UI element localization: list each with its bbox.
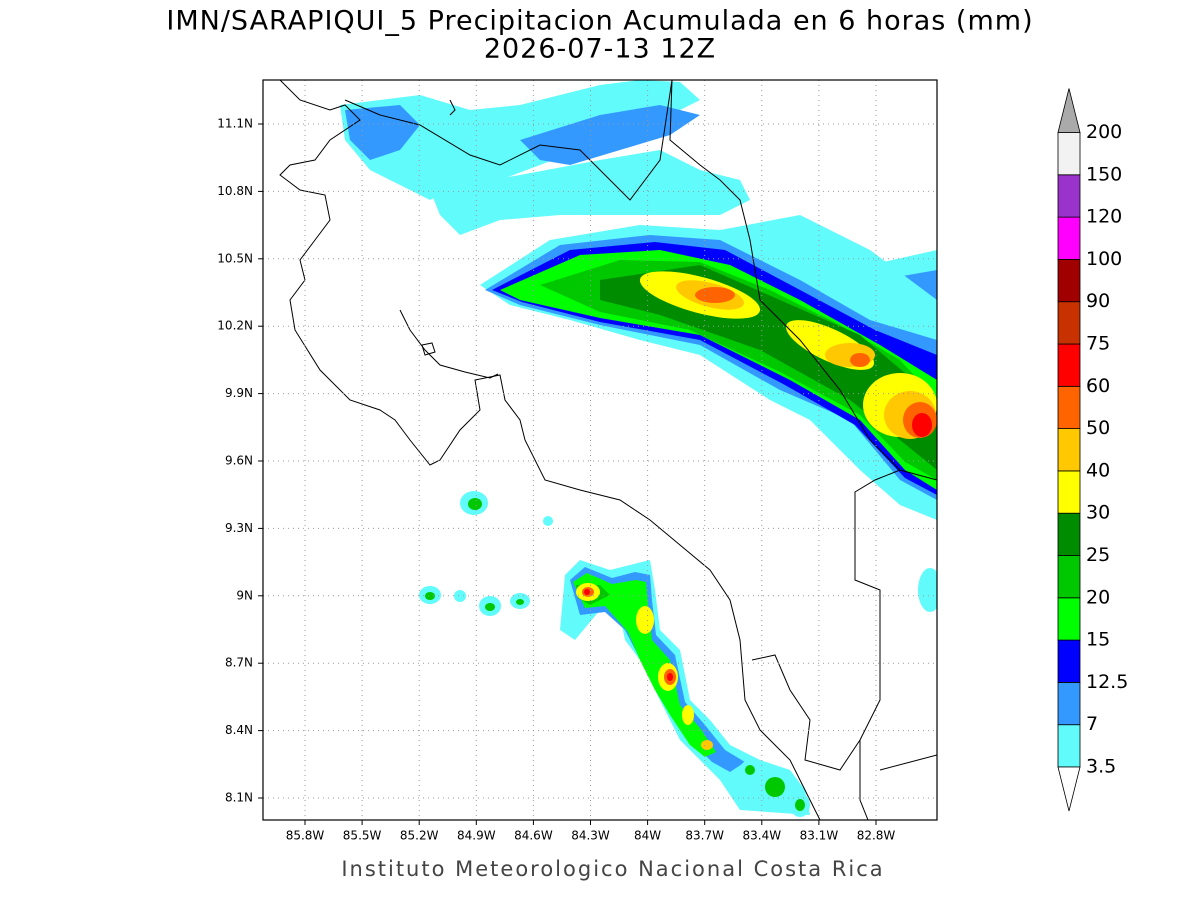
colorbar-bin [1057, 258, 1081, 303]
lon-label: 85.5W [343, 829, 382, 843]
colorbar: 3.5 7 12.5 15 20 25 30 40 50 60 75 90 100 120 150 200 [1057, 88, 1128, 812]
colorbar-bin [1057, 343, 1081, 387]
colorbar-label: 60 [1086, 375, 1110, 397]
colorbar-label: 100 [1086, 248, 1122, 270]
lat-label: 9.9N [225, 386, 253, 400]
lon-label: 83.1W [800, 829, 839, 843]
lat-label: 11.1N [217, 117, 253, 131]
colorbar-label: 200 [1086, 121, 1122, 143]
colorbar-bin [1057, 301, 1081, 345]
colorbar-label: 12.5 [1086, 671, 1128, 693]
lat-label: 10.2N [217, 319, 253, 333]
subtitle: 2026-07-13 12Z [484, 34, 716, 65]
colorbar-bin [1057, 639, 1081, 683]
axes: 11.1N 10.8N 10.5N 10.2N 9.9N 9.6N 9.3N 9N 8.7N 8.… [217, 80, 937, 843]
colorbar-label: 30 [1086, 502, 1110, 524]
colorbar-bin [1057, 724, 1081, 768]
colorbar-below [1057, 766, 1081, 812]
lat-label: 9N [236, 588, 253, 602]
colorbar-bin [1057, 132, 1081, 176]
colorbar-label: 20 [1086, 586, 1110, 608]
colorbar-label: 15 [1086, 629, 1110, 651]
lon-label: 84.9W [457, 829, 496, 843]
colorbar-bin [1057, 512, 1081, 556]
lon-label: 83.4W [743, 829, 782, 843]
lon-label: 84W [634, 829, 661, 843]
colorbar-above [1057, 88, 1081, 133]
lon-label: 85.8W [286, 829, 325, 843]
colorbar-bin [1057, 682, 1081, 726]
colorbar-label: 90 [1086, 290, 1110, 312]
colorbar-bin [1057, 216, 1081, 260]
colorbar-bin [1057, 555, 1081, 599]
lon-label: 83.7W [685, 829, 724, 843]
lon-label: 85.2W [400, 829, 439, 843]
colorbar-label: 50 [1086, 417, 1110, 439]
colorbar-label: 150 [1086, 163, 1122, 185]
lat-label: 10.8N [217, 184, 253, 198]
colorbar-bin [1057, 597, 1081, 641]
lat-label: 8.4N [225, 723, 253, 737]
lon-label: 84.6W [514, 829, 553, 843]
title: IMN/SARAPIQUI_5 Precipitacion Acumulada … [166, 6, 1033, 37]
colorbar-label: 120 [1086, 206, 1122, 228]
colorbar-bin [1057, 385, 1081, 429]
colorbar-bin [1057, 428, 1081, 472]
lat-label: 9.3N [225, 521, 253, 535]
map-frame [262, 79, 938, 821]
colorbar-bin [1057, 174, 1081, 218]
lat-label: 8.7N [225, 656, 253, 670]
lon-label: 82.8W [857, 829, 896, 843]
colorbar-label: 75 [1086, 333, 1110, 355]
colorbar-bin [1057, 470, 1081, 514]
colorbar-label: 7 [1086, 713, 1098, 735]
colorbar-label: 25 [1086, 544, 1110, 566]
colorbar-label: 40 [1086, 459, 1110, 481]
lat-label: 9.6N [225, 454, 253, 468]
lat-label: 8.1N [225, 791, 253, 805]
colorbar-label: 3.5 [1086, 756, 1116, 778]
precipitation-field [279, 80, 937, 820]
lat-label: 10.5N [217, 251, 253, 265]
lon-label: 84.3W [571, 829, 610, 843]
footer: Instituto Meteorologico Nacional Costa R… [341, 857, 884, 881]
